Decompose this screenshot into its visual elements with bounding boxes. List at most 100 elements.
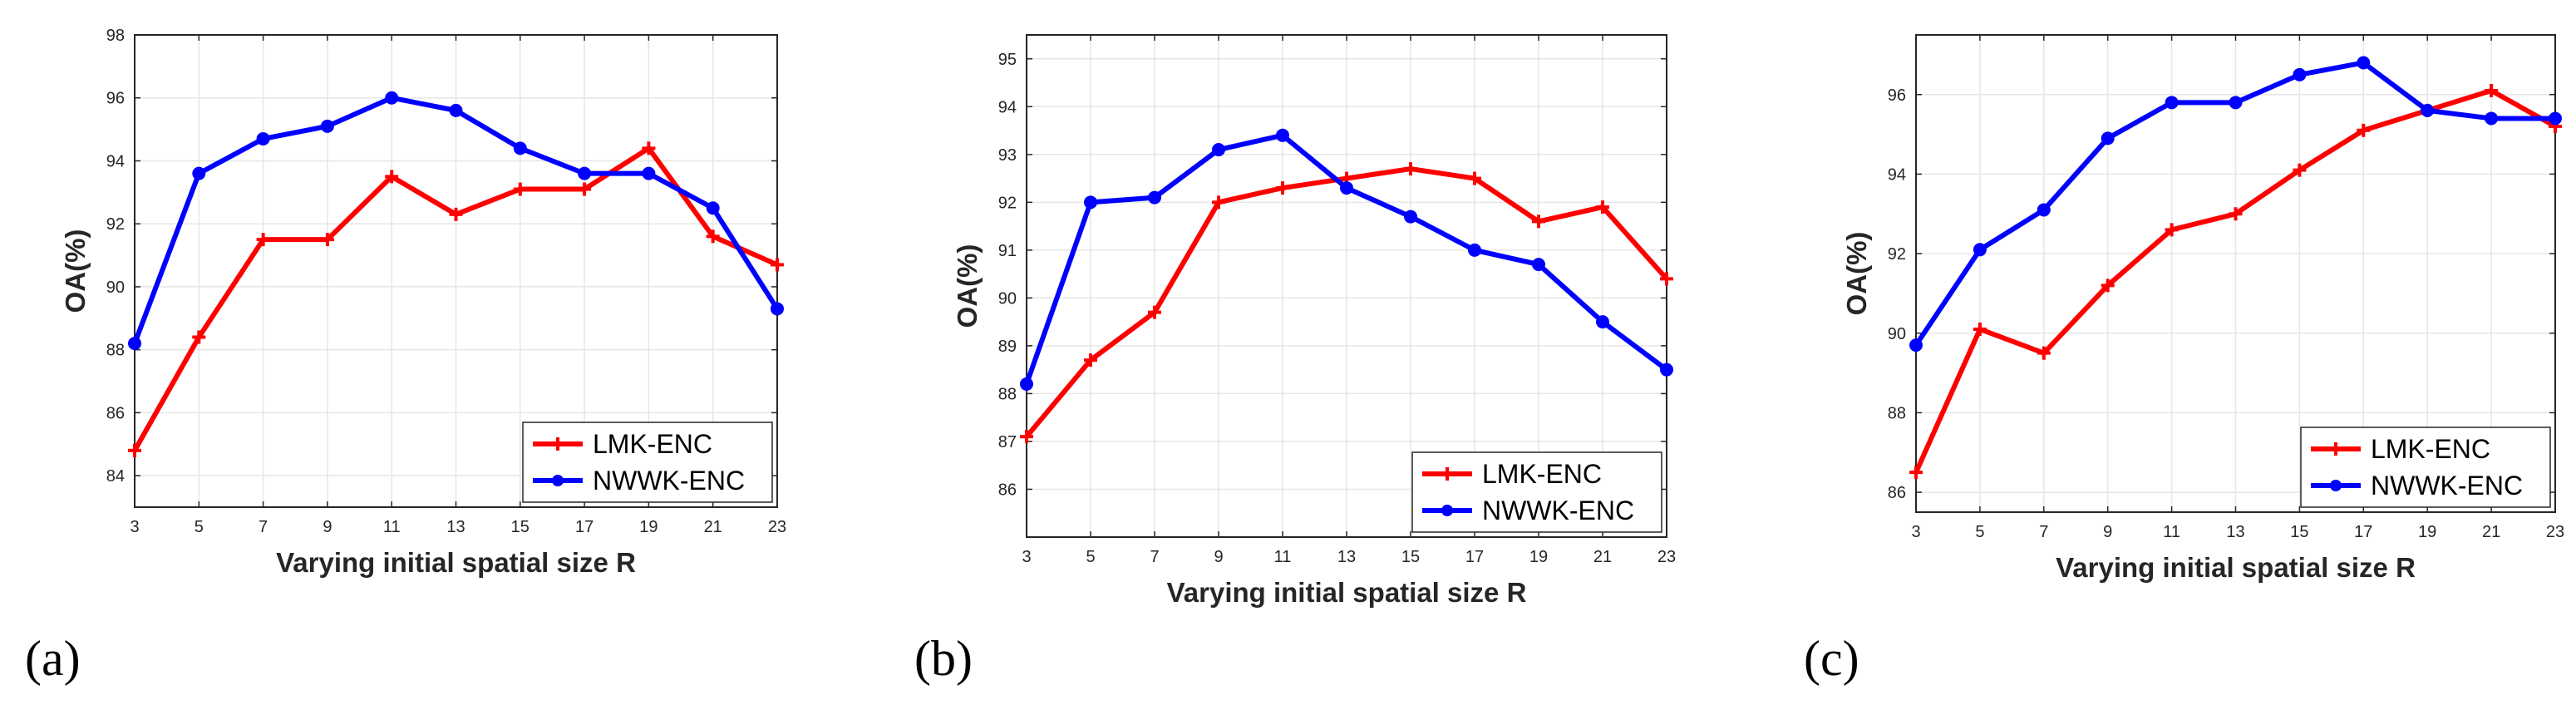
data-point-lmk-enc	[771, 258, 784, 272]
data-point-nwwk-enc	[1212, 143, 1225, 157]
data-point-nwwk-enc	[513, 141, 527, 155]
y-tick-label: 90	[106, 279, 125, 297]
data-point-nwwk-enc	[2357, 56, 2371, 70]
data-point-nwwk-enc	[771, 302, 784, 316]
y-tick-label: 84	[106, 467, 125, 486]
data-point-lmk-enc	[513, 182, 527, 196]
x-tick-label: 23	[1657, 548, 1676, 566]
data-point-nwwk-enc	[2421, 103, 2435, 117]
data-point-lmk-enc	[1276, 181, 1289, 195]
legend-marker-nwwk-enc	[1441, 505, 1453, 516]
data-point-nwwk-enc	[1340, 181, 1353, 195]
data-point-lmk-enc	[320, 233, 334, 247]
data-point-nwwk-enc	[256, 131, 270, 145]
x-tick-label: 5	[195, 518, 204, 536]
legend-label-nwwk-enc: NWWK-ENC	[1482, 496, 1634, 525]
y-tick-label: 94	[1888, 165, 1906, 184]
legend-label-nwwk-enc: NWWK-ENC	[593, 466, 745, 496]
data-point-nwwk-enc	[449, 103, 463, 117]
y-tick-label: 86	[106, 404, 125, 422]
data-point-nwwk-enc	[320, 119, 334, 133]
legend-label-nwwk-enc: NWWK-ENC	[2371, 471, 2523, 500]
x-tick-label: 3	[1022, 548, 1031, 566]
legend-label-lmk-enc: LMK-ENC	[1482, 459, 1602, 489]
x-tick-label: 17	[1465, 548, 1484, 566]
data-point-nwwk-enc	[2165, 96, 2179, 110]
y-tick-label: 98	[106, 27, 125, 45]
x-tick-label: 11	[2163, 523, 2180, 541]
x-tick-label: 17	[575, 518, 594, 536]
x-tick-label: 15	[1401, 548, 1420, 566]
data-point-lmk-enc	[1660, 272, 1673, 286]
y-tick-label: 87	[998, 433, 1017, 451]
data-point-nwwk-enc	[1404, 210, 1417, 224]
y-tick-label: 86	[1888, 484, 1906, 502]
data-point-nwwk-enc	[192, 166, 206, 180]
data-point-lmk-enc	[1973, 322, 1987, 336]
x-tick-label: 17	[2354, 523, 2372, 541]
legend-marker-nwwk-enc	[552, 475, 564, 486]
data-point-nwwk-enc	[1276, 128, 1289, 142]
x-tick-label: 15	[511, 518, 529, 536]
legend-box	[2300, 427, 2551, 508]
x-tick-label: 5	[1975, 523, 1984, 541]
data-point-lmk-enc	[192, 330, 206, 344]
x-tick-label: 3	[1911, 523, 1920, 541]
data-point-lmk-enc	[1596, 200, 1609, 214]
data-point-lmk-enc	[1909, 466, 1923, 480]
chart-c: 3 5 7 9 11 13 15 17 19 21 23 86 88 90 92 94 96 Varying in…	[1804, 34, 2564, 686]
data-point-nwwk-enc	[578, 166, 592, 180]
panel-label: (a)	[25, 631, 81, 686]
data-point-nwwk-enc	[1596, 315, 1609, 329]
y-tick-label: 90	[998, 289, 1017, 308]
y-tick-label: 88	[106, 342, 125, 360]
data-point-lmk-enc	[2101, 279, 2115, 293]
data-point-lmk-enc	[1212, 195, 1225, 210]
data-point-lmk-enc	[2165, 223, 2179, 237]
x-tick-label: 5	[1086, 548, 1095, 566]
data-point-lmk-enc	[256, 233, 270, 247]
y-tick-label: 96	[1888, 86, 1906, 105]
data-point-nwwk-enc	[1973, 243, 1987, 257]
y-axis-label: OA(%)	[1841, 232, 1872, 316]
y-tick-label: 88	[1888, 404, 1906, 422]
data-point-nwwk-enc	[706, 201, 720, 215]
y-tick-label: 86	[998, 481, 1017, 499]
legend-label-lmk-enc: LMK-ENC	[593, 429, 712, 459]
x-tick-label: 23	[768, 518, 786, 536]
y-axis-label: OA(%)	[60, 229, 91, 313]
data-point-nwwk-enc	[642, 166, 656, 180]
y-tick-label: 92	[106, 215, 125, 234]
x-tick-label: 15	[2290, 523, 2308, 541]
x-tick-label: 21	[704, 518, 722, 536]
x-axis-label: Varying initial spatial size R	[1167, 577, 1527, 608]
data-point-lmk-enc	[2229, 207, 2243, 221]
data-point-nwwk-enc	[1909, 338, 1923, 353]
y-tick-label: 92	[998, 194, 1017, 212]
x-tick-label: 3	[130, 518, 139, 536]
x-axis-label: Varying initial spatial size R	[2056, 552, 2416, 583]
data-point-lmk-enc	[1532, 214, 1545, 229]
y-tick-label: 93	[998, 146, 1017, 165]
panel-label: (b)	[914, 631, 973, 686]
y-tick-label: 96	[106, 90, 125, 108]
x-tick-label: 7	[259, 518, 268, 536]
data-point-lmk-enc	[706, 229, 720, 244]
data-point-nwwk-enc	[2485, 111, 2499, 126]
y-tick-label: 94	[998, 98, 1017, 116]
chart-a: 3 5 7 9 11 13 15 17 19 21 23 84 86 88 90 92 94 96 98 Varyin…	[25, 27, 786, 686]
data-point-lmk-enc	[385, 170, 399, 184]
data-point-lmk-enc	[578, 182, 592, 196]
data-point-lmk-enc	[2037, 346, 2051, 360]
x-tick-label: 9	[2103, 523, 2112, 541]
x-axis-label: Varying initial spatial size R	[276, 547, 636, 578]
y-tick-label: 90	[1888, 325, 1906, 343]
x-tick-label: 11	[1274, 548, 1292, 566]
data-point-lmk-enc	[1148, 305, 1161, 319]
data-point-nwwk-enc	[1468, 243, 1481, 257]
data-point-nwwk-enc	[385, 91, 399, 105]
data-point-nwwk-enc	[128, 337, 141, 351]
x-tick-label: 19	[1529, 548, 1548, 566]
legend-box	[522, 422, 773, 503]
x-tick-label: 9	[323, 518, 332, 536]
